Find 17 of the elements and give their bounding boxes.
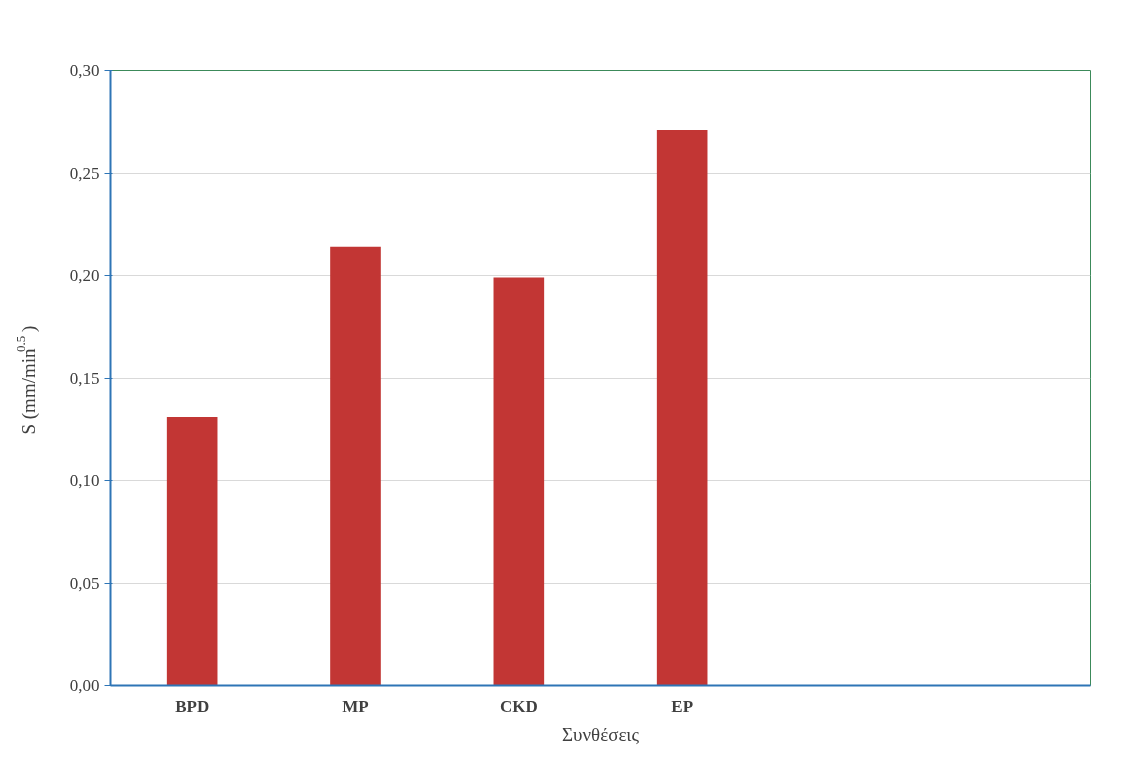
x-tick-label: BPD xyxy=(175,696,210,716)
bar xyxy=(166,416,218,686)
bar xyxy=(656,129,708,686)
y-tick-label: 0,30 xyxy=(69,61,100,80)
x-axis-title: Συνθέσεις xyxy=(562,723,640,745)
y-tick-label: 0,20 xyxy=(69,266,100,285)
bar xyxy=(493,277,545,686)
y-tick-label: 0,10 xyxy=(69,471,100,490)
y-tick-label: 0,15 xyxy=(69,368,100,388)
x-tick-label: MP xyxy=(342,696,369,716)
bar xyxy=(330,246,381,686)
y-tick-label: 0,00 xyxy=(69,676,100,695)
x-tick-label: CKD xyxy=(499,696,538,716)
y-tick-label: 0,25 xyxy=(69,163,100,183)
x-tick-label: EP xyxy=(671,696,694,716)
y-axis-title: S (mm/min0.5) xyxy=(12,325,40,435)
y-tick-label: 0,05 xyxy=(69,573,100,593)
